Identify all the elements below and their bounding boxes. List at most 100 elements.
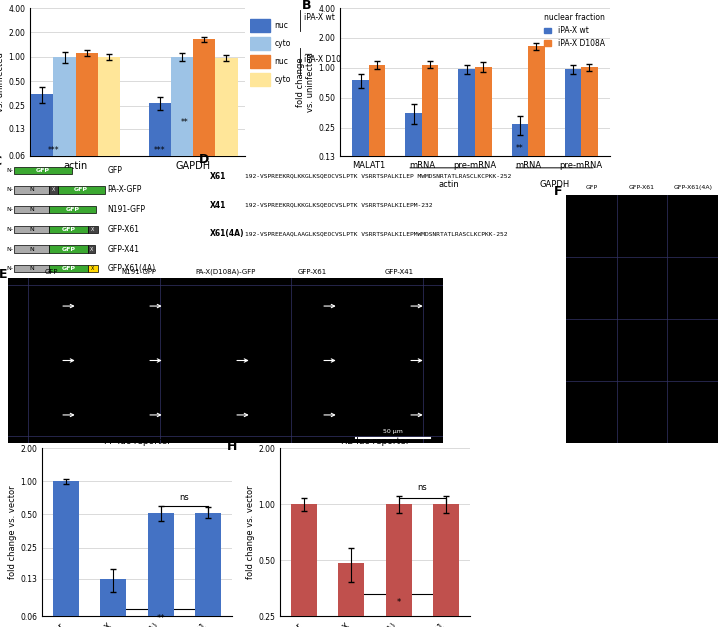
Bar: [58, 186, 105, 194]
Text: cyto: cyto: [274, 38, 291, 48]
Text: C: C: [0, 155, 1, 168]
Text: X: X: [90, 246, 93, 251]
Text: B: B: [303, 0, 312, 12]
Text: GFP-X61(4A): GFP-X61(4A): [108, 265, 155, 273]
Bar: [195, 512, 222, 627]
Text: GFP: GFP: [61, 266, 76, 271]
Text: **: **: [157, 614, 165, 623]
Bar: [422, 65, 438, 627]
Text: D: D: [199, 153, 209, 166]
Bar: [171, 57, 193, 627]
Text: X: X: [91, 227, 95, 232]
Bar: [14, 226, 49, 233]
Bar: [386, 504, 412, 627]
Text: X: X: [52, 187, 55, 192]
Text: 50 μm: 50 μm: [383, 429, 403, 434]
Bar: [100, 579, 126, 627]
Text: actin: actin: [438, 180, 459, 189]
Bar: [250, 19, 270, 32]
Text: GFP-X61: GFP-X61: [108, 225, 139, 234]
Text: ns: ns: [180, 493, 189, 502]
Text: 192-VSPREEKRQLKKGLKSQEOCVSLPTK VSRRTSPALKILEPM-232: 192-VSPREEKRQLKKGLKSQEOCVSLPTK VSRRTSPAL…: [245, 203, 432, 208]
Title: FF-luc reporter: FF-luc reporter: [103, 437, 170, 446]
Text: iPA-X wt: iPA-X wt: [304, 13, 335, 21]
Text: 192-VSPREEAAQLAAGLKSQEOCVSLPTK VSRRTSPALKILEPMWMDSNRTATLRASCLKCPKK-252: 192-VSPREEAAQLAAGLKSQEOCVSLPTK VSRRTSPAL…: [245, 231, 508, 236]
Y-axis label: fold change
vs. uninfected: fold change vs. uninfected: [0, 52, 5, 112]
Bar: [250, 37, 270, 50]
Bar: [369, 65, 386, 627]
Text: PA-X-GFP: PA-X-GFP: [108, 186, 142, 194]
Bar: [49, 206, 96, 213]
Text: ns: ns: [417, 483, 427, 492]
Text: GFP: GFP: [108, 166, 122, 175]
Bar: [98, 57, 120, 627]
Text: E: E: [0, 268, 8, 281]
Bar: [475, 67, 492, 627]
Text: X: X: [91, 266, 95, 271]
Text: F: F: [554, 185, 562, 198]
Text: ***: ***: [48, 146, 59, 155]
Text: N-: N-: [6, 266, 14, 271]
Text: N-: N-: [6, 246, 14, 251]
Bar: [49, 226, 88, 233]
Text: GFP: GFP: [66, 207, 79, 212]
Text: N-: N-: [6, 167, 14, 172]
Text: **: **: [180, 119, 188, 127]
Text: N: N: [29, 187, 34, 192]
Text: nuc: nuc: [274, 56, 288, 65]
Bar: [581, 67, 598, 627]
Bar: [14, 206, 49, 213]
Bar: [565, 69, 581, 627]
Text: GFP-X61(4A): GFP-X61(4A): [673, 185, 712, 190]
Text: nuc: nuc: [274, 21, 288, 29]
Bar: [193, 40, 215, 627]
Bar: [53, 57, 76, 627]
Bar: [458, 69, 475, 627]
Bar: [88, 265, 97, 273]
Text: iPA-X D108A: iPA-X D108A: [304, 56, 351, 65]
Text: cyto: cyto: [274, 75, 291, 83]
Bar: [291, 504, 317, 627]
Bar: [215, 58, 238, 627]
Bar: [148, 512, 174, 627]
Bar: [14, 245, 49, 253]
Y-axis label: fold change vs. vector: fold change vs. vector: [246, 485, 256, 579]
Bar: [149, 103, 171, 627]
Bar: [76, 53, 98, 627]
Text: GFP/: GFP/: [340, 450, 356, 456]
Text: *: *: [396, 598, 401, 607]
Text: N: N: [29, 266, 34, 271]
Bar: [433, 504, 459, 627]
Text: **: **: [516, 144, 523, 153]
Bar: [49, 265, 88, 273]
Bar: [512, 124, 528, 627]
Text: X41: X41: [210, 201, 227, 209]
Text: GFP-X61: GFP-X61: [629, 185, 655, 190]
Bar: [250, 73, 270, 86]
Bar: [31, 94, 53, 627]
Text: GFP/Hoechst: GFP/Hoechst: [347, 450, 391, 456]
Legend: iPA-X wt, iPA-X D108A: iPA-X wt, iPA-X D108A: [542, 12, 606, 50]
Text: 192-VSPREEKRQLKKGLKSQEOCVSLPTK VSRRTSPALKILEP MWMDSNRTATLRASCLKCPKK-252: 192-VSPREEKRQLKKGLKSQEOCVSLPTK VSRRTSPAL…: [245, 174, 511, 179]
Bar: [49, 186, 58, 194]
Bar: [14, 186, 49, 194]
Text: GFP-X61: GFP-X61: [298, 269, 327, 275]
Text: GFP: GFP: [74, 187, 88, 192]
Bar: [250, 55, 270, 68]
Text: N: N: [29, 207, 34, 212]
Text: X61(4A): X61(4A): [210, 229, 245, 238]
Text: N: N: [29, 246, 34, 251]
Text: GFP-X41: GFP-X41: [385, 269, 414, 275]
Y-axis label: fold change vs. vector: fold change vs. vector: [9, 485, 17, 579]
Text: N: N: [29, 227, 34, 232]
Title: RE-luc reporter: RE-luc reporter: [341, 437, 409, 446]
Text: N-: N-: [6, 187, 14, 192]
Text: GFP: GFP: [36, 167, 50, 172]
Bar: [49, 245, 88, 253]
Text: N191-GFP: N191-GFP: [108, 205, 145, 214]
Bar: [88, 226, 97, 233]
Bar: [352, 80, 369, 627]
Bar: [528, 46, 544, 627]
Text: GFP: GFP: [61, 227, 76, 232]
Bar: [406, 113, 422, 627]
